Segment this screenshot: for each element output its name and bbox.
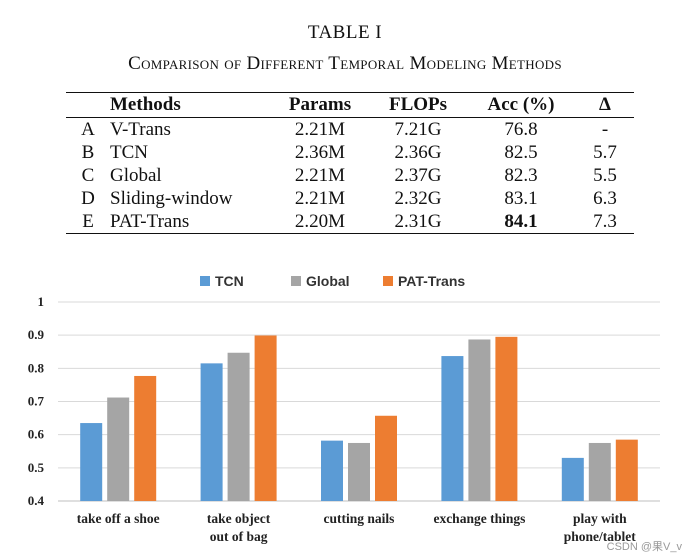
bar-global <box>468 339 491 501</box>
row-id: A <box>81 119 95 140</box>
table-row: E PAT-Trans 2.20M 2.31G 84.1 7.3 <box>66 210 634 234</box>
header-id <box>66 93 110 118</box>
row-delta: 5.5 <box>593 165 617 186</box>
row-method: TCN <box>110 142 148 163</box>
row-acc: 82.5 <box>504 142 538 163</box>
bar-tcn <box>561 457 584 501</box>
row-id: C <box>81 165 95 186</box>
row-id: E <box>82 211 94 232</box>
row-delta: 7.3 <box>593 211 617 232</box>
table-row: B TCN 2.36M 2.36G 82.5 5.7 <box>66 141 634 164</box>
y-tick-label: 0.7 <box>28 394 45 409</box>
row-flops: 2.37G <box>394 165 442 186</box>
header-methods: Methods <box>110 94 181 115</box>
row-flops: 2.36G <box>394 142 442 163</box>
legend-swatch <box>200 276 210 286</box>
bar-global <box>588 442 611 501</box>
y-tick-label: 0.5 <box>28 460 45 475</box>
row-acc-best: 84.1 <box>504 211 538 232</box>
bar-tcn <box>80 423 103 501</box>
row-flops: 7.21G <box>394 119 442 140</box>
y-tick-label: 0.8 <box>28 360 45 375</box>
row-flops: 2.32G <box>394 188 442 209</box>
header-acc: Acc (%) <box>487 94 555 115</box>
header-flops: FLOPs <box>388 94 448 115</box>
x-category-label: take object <box>207 511 271 526</box>
row-id: D <box>81 188 95 209</box>
table-row: A V-Trans 2.21M 7.21G 76.8 - <box>66 118 634 142</box>
x-category-label: out of bag <box>210 529 268 544</box>
row-params: 2.21M <box>294 188 346 209</box>
row-id: B <box>81 142 95 163</box>
row-method: V-Trans <box>110 119 171 140</box>
row-params: 2.21M <box>294 165 346 186</box>
bar-pat-trans <box>375 415 397 501</box>
bar-tcn <box>321 440 343 501</box>
table-label: TABLE I <box>307 22 383 43</box>
row-method: PAT-Trans <box>110 211 190 232</box>
x-category-label: phone/tablet <box>564 529 637 544</box>
bar-global <box>348 442 370 501</box>
legend-label: PAT-Trans <box>398 273 465 289</box>
bar-tcn <box>441 356 464 501</box>
row-acc: 82.3 <box>504 165 538 186</box>
bar-tcn <box>200 363 223 501</box>
row-flops: 2.31G <box>394 211 442 232</box>
table-header-row: Methods Params FLOPs Acc (%) Δ <box>66 92 634 118</box>
bar-pat-trans <box>134 375 157 501</box>
row-delta: 5.7 <box>593 142 617 163</box>
bar-global <box>227 352 250 501</box>
x-category-label: cutting nails <box>324 511 395 526</box>
row-method: Global <box>110 165 162 186</box>
y-tick-label: 1 <box>38 294 45 309</box>
table-row: C Global 2.21M 2.37G 82.3 5.5 <box>66 164 634 187</box>
y-tick-label: 0.9 <box>28 327 45 342</box>
row-delta: - <box>601 119 609 140</box>
y-tick-label: 0.4 <box>28 493 45 508</box>
row-params: 2.20M <box>294 211 346 232</box>
table-row: D Sliding-window 2.21M 2.32G 83.1 6.3 <box>66 187 634 210</box>
header-params: Params <box>288 94 352 115</box>
table-title: Comparison of Different Temporal Modelin… <box>128 53 562 74</box>
watermark: CSDN @果V_v <box>606 541 682 553</box>
comparison-table: Methods Params FLOPs Acc (%) Δ A V-Trans… <box>66 92 634 234</box>
y-tick-label: 0.6 <box>28 427 45 442</box>
row-method: Sliding-window <box>110 188 233 209</box>
bar-chart: 0.4 0.5 0.6 0.7 0.8 0.9 1 take off a shoe take o… <box>28 273 660 544</box>
row-params: 2.21M <box>294 119 346 140</box>
bar-pat-trans <box>495 336 518 501</box>
bar-global <box>107 397 130 501</box>
row-acc: 83.1 <box>504 188 538 209</box>
x-category-label: exchange things <box>433 511 525 526</box>
x-category-label: play with <box>573 511 627 526</box>
row-delta: 6.3 <box>593 188 617 209</box>
row-acc: 76.8 <box>504 119 538 140</box>
x-category-label: take off a shoe <box>77 511 160 526</box>
legend-swatch <box>291 276 301 286</box>
bar-pat-trans <box>615 439 638 501</box>
legend-label: Global <box>306 273 350 289</box>
row-params: 2.36M <box>294 142 346 163</box>
bar-pat-trans <box>254 335 277 501</box>
legend-swatch <box>383 276 393 286</box>
legend-label: TCN <box>215 273 244 289</box>
header-delta: Δ <box>599 94 611 115</box>
